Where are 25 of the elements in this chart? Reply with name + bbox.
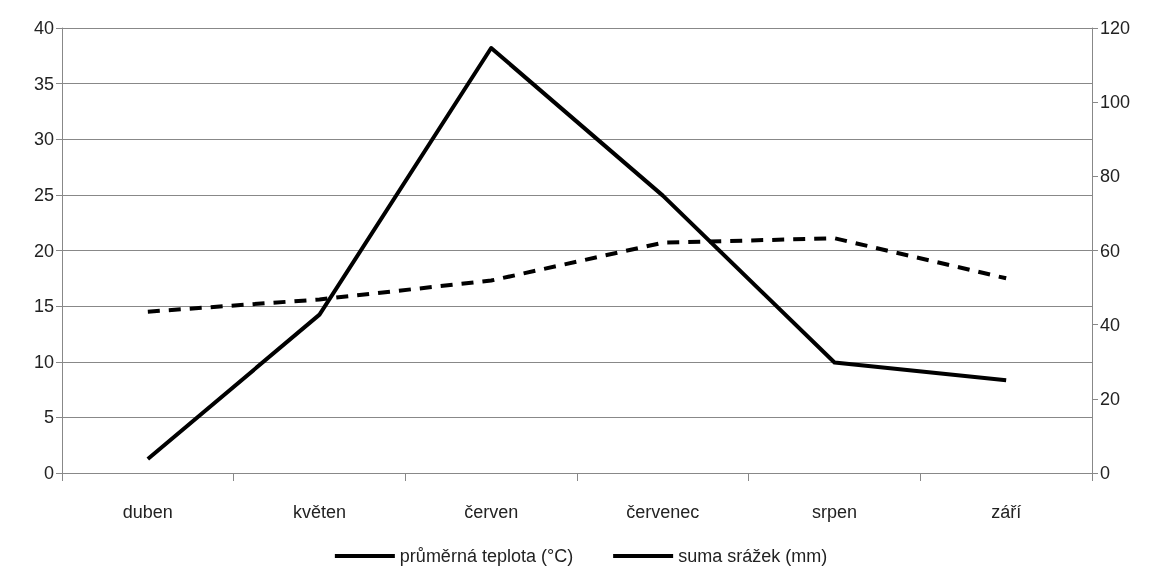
- y-tick-label: 35: [33, 73, 54, 94]
- y2-tick-label: 120: [1100, 18, 1131, 38]
- y-tick-label: 5: [43, 407, 54, 428]
- x-tick-label: červen: [464, 502, 519, 522]
- line-series: [145, 46, 1009, 461]
- x-tick-label: duben: [122, 502, 173, 522]
- y2-tick-label: 80: [1100, 166, 1121, 187]
- y-tick-label: 20: [33, 240, 54, 261]
- x-tick-label: červenec: [626, 502, 700, 522]
- y2-tick-label: 60: [1100, 240, 1121, 261]
- y-tick-label: 0: [43, 463, 54, 483]
- y-tick-label: 15: [33, 296, 54, 317]
- x-tick-label: květen: [292, 502, 347, 522]
- x-tick-label: srpen: [811, 502, 858, 522]
- y-tick-label: 25: [33, 184, 54, 205]
- y-tick-label: 30: [33, 129, 54, 150]
- y-tick-label: 40: [33, 18, 54, 38]
- y2-tick-label: 20: [1100, 388, 1121, 409]
- x-tick-label: září: [991, 502, 1022, 522]
- y2-tick-label: 0: [1100, 463, 1111, 483]
- y2-tick-label: 100: [1100, 92, 1131, 113]
- y2-tick-label: 40: [1100, 314, 1121, 335]
- y-tick-label: 10: [33, 351, 54, 372]
- legend-label: průměrná teplota (°C): [399, 546, 574, 566]
- legend-label: suma srážek (mm): [678, 546, 828, 566]
